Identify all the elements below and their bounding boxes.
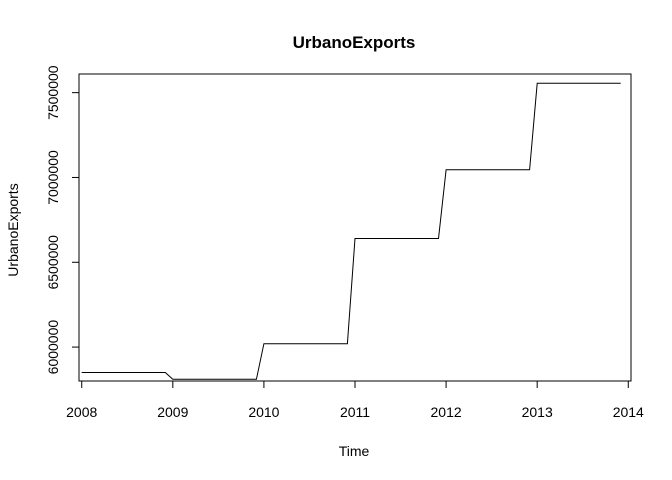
x-axis-label: Time <box>339 443 370 459</box>
x-tick-label: 2012 <box>431 404 462 420</box>
series-group <box>81 82 621 380</box>
x-tick-label: 2013 <box>522 404 553 420</box>
y-tick-label: 7000000 <box>45 150 61 205</box>
x-tick-label: 2010 <box>248 404 279 420</box>
chart-title: UrbanoExports <box>293 33 416 52</box>
x-tick-label: 2014 <box>613 404 644 420</box>
y-tick-label: 6500000 <box>45 235 61 290</box>
x-axis: 2008 2009 2010 2011 2012 2013 2014 <box>66 381 644 420</box>
y-axis-label: UrbanoExports <box>5 183 21 276</box>
y-tick-label: 6000000 <box>45 320 61 375</box>
x-tick-label: 2011 <box>340 404 370 420</box>
plot-frame <box>78 73 632 382</box>
x-tick-label: 2009 <box>157 404 188 420</box>
y-tick-label: 7500000 <box>45 65 61 120</box>
y-axis: 6000000 6500000 7000000 7500000 <box>45 65 79 374</box>
series-line <box>81 82 621 380</box>
x-tick-label: 2008 <box>66 404 97 420</box>
